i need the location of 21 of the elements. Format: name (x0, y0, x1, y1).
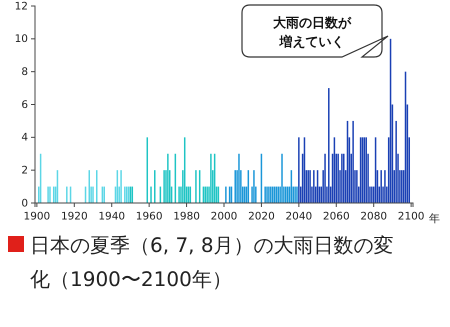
x-tick-label: 1920 (60, 210, 88, 222)
annotation: 大雨の日数が増えていく (273, 16, 352, 50)
x-tick-label: 2080 (360, 210, 388, 222)
y-tick-label: 8 (21, 66, 28, 78)
x-tick-label: 1900 (24, 210, 50, 222)
x-tick-label: 1980 (173, 210, 200, 222)
x-tick-label: 2040 (285, 210, 312, 222)
x-tick-label: 2020 (248, 210, 275, 222)
y-tick-label: 2 (21, 164, 28, 177)
y-tick-label: 4 (21, 132, 28, 144)
x-tick-label: 1940 (98, 210, 126, 222)
y-tick-label: 12 (14, 0, 28, 12)
x-tick-label: 2060 (322, 210, 350, 222)
x-axis-title: 年 (429, 212, 440, 225)
x-tick-label: 2100 (398, 210, 424, 222)
text: 日本の夏季（6, 7, 8月）の大雨日数の変化（1900〜2100年） (30, 232, 395, 293)
x-tick-label: 1960 (136, 210, 163, 222)
x-tick-label: 2000 (210, 210, 238, 222)
y-tick-label: 0 (21, 197, 28, 210)
y-tick-label: 10 (14, 33, 28, 46)
y-tick-label: 6 (21, 98, 28, 111)
